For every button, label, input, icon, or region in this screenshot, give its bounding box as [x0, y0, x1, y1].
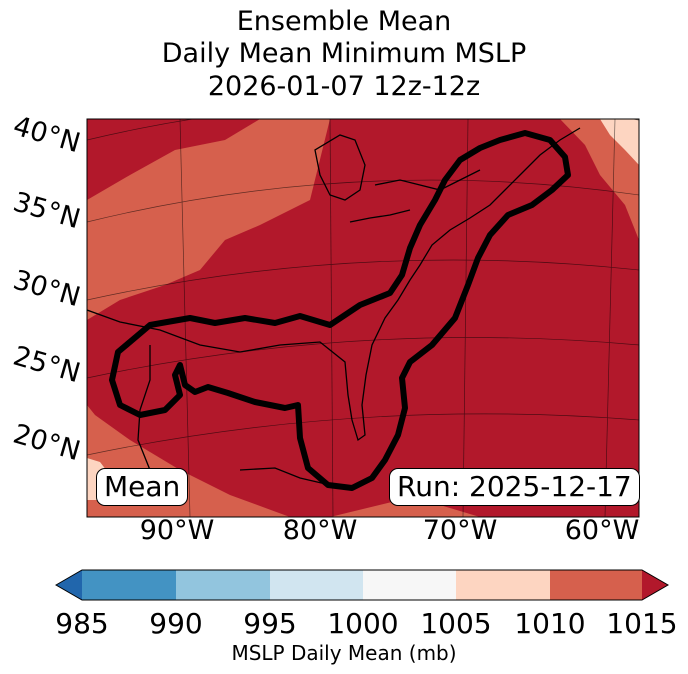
- colorbar-over-arrow: [642, 570, 668, 600]
- title-line-2: Daily Mean Minimum MSLP: [161, 38, 527, 69]
- colorbar-under-arrow: [56, 570, 82, 600]
- lon-label-70w: 70°W: [422, 515, 498, 546]
- colorbar-segment-985-990: [82, 570, 176, 600]
- colorbar-segment-995-1000: [270, 570, 363, 600]
- title-line-1: Ensemble Mean: [236, 6, 452, 37]
- map-frame: [86, 118, 640, 518]
- colorbar-tick-1005: 1005: [420, 607, 492, 640]
- colorbar-segment-1005-1010: [456, 570, 550, 600]
- colorbar-segment-990-995: [176, 570, 270, 600]
- colorbar-segment-1000-1005: [363, 570, 456, 600]
- colorbar-tick-985: 985: [55, 607, 109, 640]
- contour-1015: [109, 130, 571, 491]
- lon-label-80w: 80°W: [282, 515, 358, 546]
- colorbar-tick-1015: 1015: [606, 607, 678, 640]
- graticule: [87, 119, 639, 517]
- colorbar-tick-1010: 1010: [514, 607, 586, 640]
- run-date-label-box: Run: 2025-12-17: [389, 468, 640, 506]
- colorbar-tick-995: 995: [243, 607, 297, 640]
- lon-label-60w: 60°W: [564, 515, 640, 546]
- colorbar-tick-1000: 1000: [327, 607, 399, 640]
- lon-label-90w: 90°W: [139, 515, 215, 546]
- colorbar-segment-1010-1015: [550, 570, 642, 600]
- fill-1005-1010-ne: [600, 119, 639, 165]
- colorbar: [54, 569, 670, 601]
- mean-label-box: Mean: [96, 468, 189, 506]
- colorbar-label: MSLP Daily Mean (mb): [231, 641, 457, 665]
- colorbar-tick-990: 990: [149, 607, 203, 640]
- title-line-3: 2026-01-07 12z-12z: [207, 71, 481, 102]
